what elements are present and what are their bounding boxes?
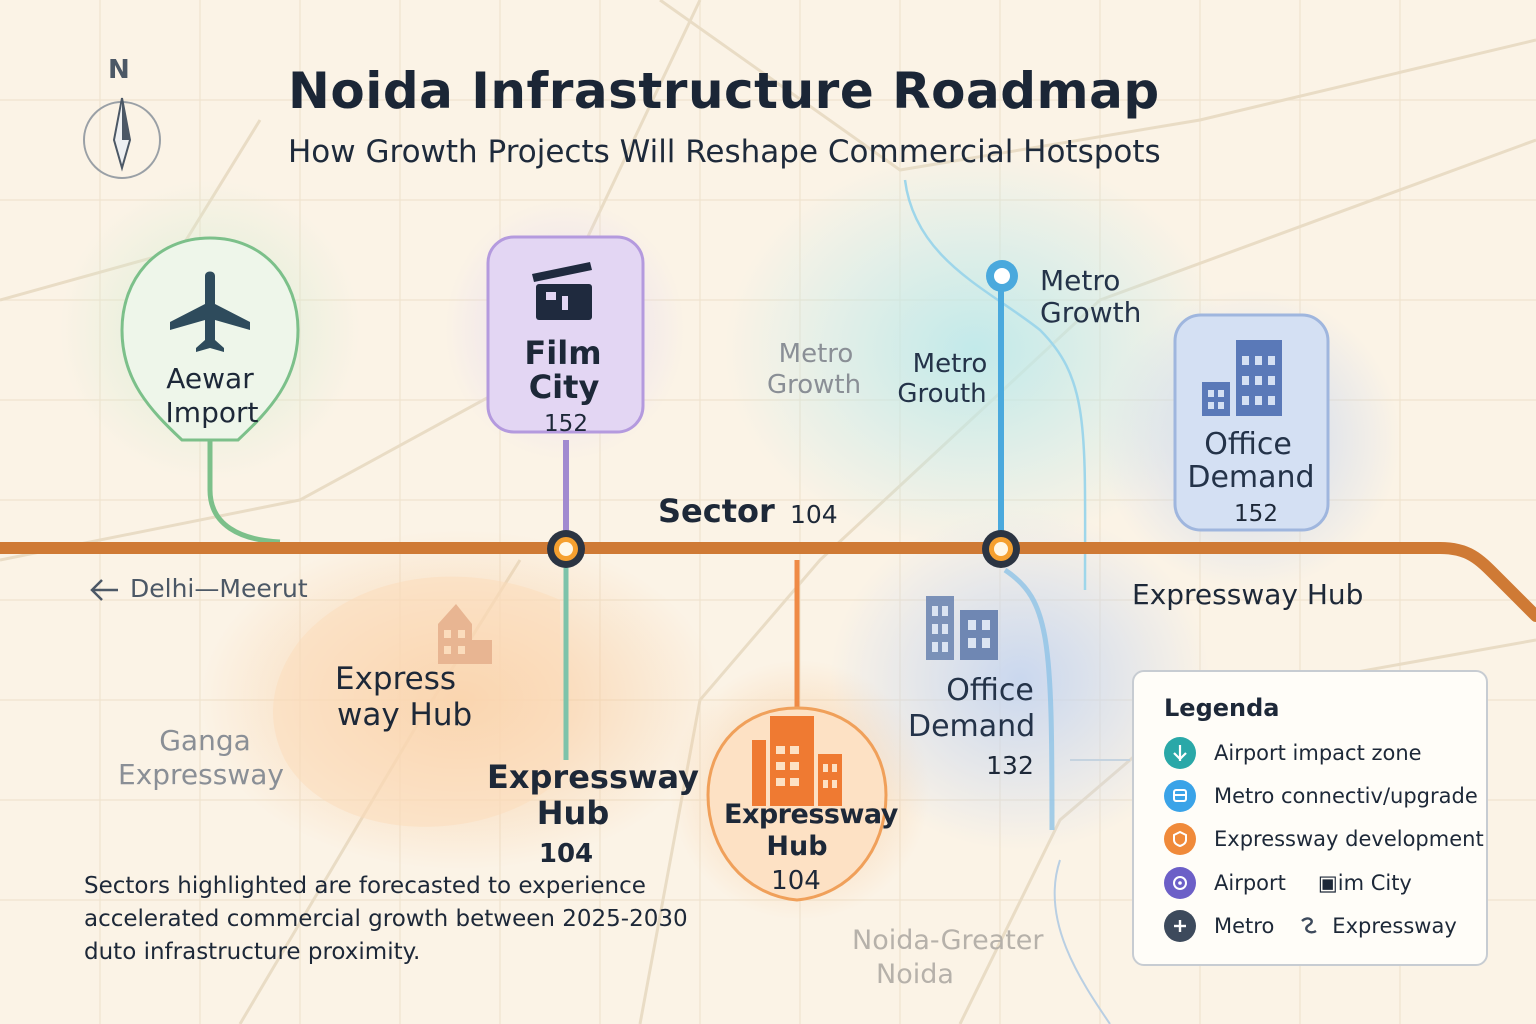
metro-faded-line1: Metro [778, 339, 854, 369]
route-curve-icon [1301, 917, 1317, 934]
airport-connector [207, 440, 281, 545]
legend-item-metro: Metro connectiv/upgrade [1164, 779, 1478, 813]
office-low-sector: 132 [986, 751, 1034, 780]
legend-item-airport-zone: Airport impact zone [1164, 736, 1422, 770]
junction-metro [982, 530, 1020, 568]
legend-expressway-group: Expressway [1298, 914, 1457, 938]
clapperboard-icon [532, 262, 592, 320]
note-line3: duto infrastructure proximity. [84, 939, 421, 965]
office-top-pin [1173, 313, 1330, 532]
film-city-sector: 152 [544, 411, 588, 437]
page-title: Noida Infrastructure Roadmap [288, 62, 1160, 120]
forecast-note: Sectors highlighted are forecasted to ex… [84, 870, 724, 969]
sector-label: Sector [658, 492, 775, 530]
main-expressway [0, 542, 1536, 622]
expressway-hub-right-label[interactable]: Expressway Hub [1132, 578, 1364, 611]
airport-label-line2[interactable]: Import [165, 396, 259, 429]
exp-pin-line2[interactable]: Hub [766, 831, 828, 862]
legend-box: Legenda Airport impact zone Metro connec… [1132, 670, 1488, 966]
legend-title: Legenda [1164, 694, 1280, 722]
office-low-line1[interactable]: Office [946, 673, 1034, 708]
exp-center-sector: 104 [538, 839, 594, 869]
legend-label-expressway: Expressway development [1214, 827, 1484, 851]
legend-item-metro-expressway: Metro Expressway [1164, 909, 1457, 943]
express-left-line2[interactable]: way Hub [337, 697, 473, 733]
delhi-meerut-label: Delhi—Meerut [130, 574, 308, 603]
sector-number: 104 [790, 500, 838, 529]
airplane-icon [170, 271, 250, 352]
hub-building-icon [752, 716, 842, 806]
legend-item-expressway: Expressway development [1164, 822, 1484, 856]
legend-label-metro: Metro connectiv/upgrade [1214, 784, 1478, 808]
note-line1: Sectors highlighted are forecasted to ex… [84, 873, 646, 899]
compass-north-label: N [108, 55, 130, 85]
compass-icon [83, 97, 161, 179]
legend-item-airport-film: Airport ▣im City [1164, 866, 1412, 900]
legend-label-airport-zone: Airport impact zone [1214, 741, 1422, 765]
metro-top-line2[interactable]: Growth [1040, 296, 1142, 329]
office-low-line2[interactable]: Demand [908, 709, 1036, 744]
metro-mid-line1: Metro [912, 349, 988, 379]
junction-film [547, 530, 585, 568]
metro-faded-line2: Growth [766, 370, 862, 400]
noida-greater-line1: Noida-Greater [852, 925, 1044, 956]
metro-train-icon [1164, 780, 1196, 812]
plus-icon [1164, 910, 1196, 942]
film-city-label-line1[interactable]: Film [524, 334, 602, 372]
page-subtitle: How Growth Projects Will Reshape Commerc… [288, 134, 1161, 170]
exp-pin-sector: 104 [771, 866, 821, 896]
office-building-icon [1202, 340, 1282, 416]
film-city-pin [486, 235, 645, 434]
express-left-line1[interactable]: Express [335, 661, 457, 697]
exp-pin-line1[interactable]: Expressway [724, 799, 898, 830]
exp-center-line1[interactable]: Expressway [487, 758, 700, 796]
noida-greater-line2: Noida [876, 959, 954, 990]
exp-center-line2[interactable]: Hub [536, 794, 610, 832]
arrow-left-icon [90, 579, 118, 601]
metro-mid-line2: Grouth [897, 379, 987, 409]
note-line2: accelerated commercial growth between 20… [84, 906, 688, 932]
ganga-line2: Expressway [118, 758, 284, 791]
legend-label-airport: Airport [1214, 871, 1286, 895]
faint-building-icon [438, 604, 492, 664]
film-reel-icon [1164, 867, 1196, 899]
airport-label-line1[interactable]: Aewar [166, 362, 254, 395]
legend-label-expressway-short: Expressway [1332, 914, 1457, 938]
office-top-line1[interactable]: Office [1204, 427, 1292, 462]
legend-label-metro-short: Metro [1214, 914, 1275, 938]
ganga-line1: Ganga [159, 724, 251, 757]
airport-zone-icon [1164, 737, 1196, 769]
office-low-building-icon [926, 596, 998, 660]
film-city-label-line2[interactable]: City [528, 368, 600, 406]
expressway-shield-icon [1164, 823, 1196, 855]
office-top-sector: 152 [1234, 501, 1278, 527]
metro-top-line1[interactable]: Metro [1040, 264, 1121, 297]
office-top-line2[interactable]: Demand [1187, 460, 1315, 495]
legend-label-film-city: ▣im City [1317, 871, 1412, 895]
